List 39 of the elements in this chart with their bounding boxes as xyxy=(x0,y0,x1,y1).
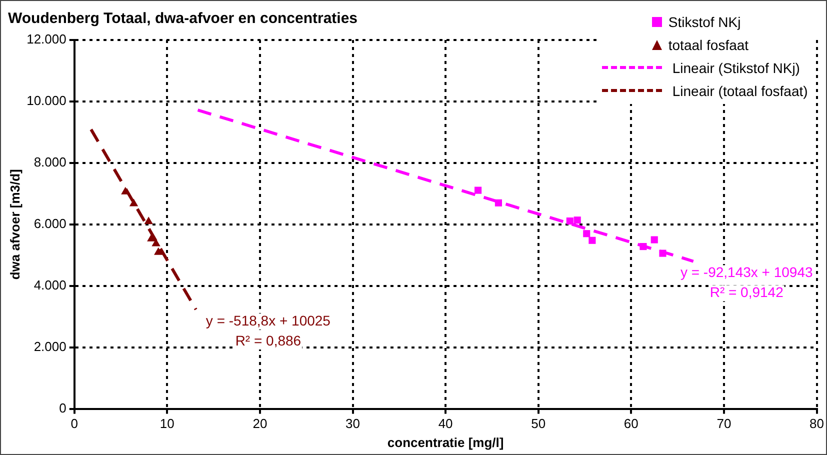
point xyxy=(574,216,581,224)
x-tick-label: 20 xyxy=(252,416,268,432)
point xyxy=(659,250,666,257)
point xyxy=(494,199,502,206)
x-tick-label: 60 xyxy=(624,416,638,432)
y-tick-label: 0 xyxy=(59,400,66,416)
legend-label: Lineair (Stikstof NKj) xyxy=(672,60,800,76)
x-tick-label: 40 xyxy=(438,416,453,432)
chart-title: Woudenberg Totaal, dwa-afvoer en concentraties xyxy=(8,10,358,28)
point xyxy=(474,186,482,194)
legend-label: Lineair (totaal fosfaat) xyxy=(672,82,808,98)
x-tick-label: 10 xyxy=(160,416,174,432)
annotation: y = -92,143x + 10943 xyxy=(680,264,813,280)
y-tick-label: 10.000 xyxy=(26,93,66,108)
x-tick-label: 80 xyxy=(810,416,824,432)
legend-label: totaal fosfaat xyxy=(668,36,749,52)
x-tick-label: 0 xyxy=(70,416,78,432)
point xyxy=(588,236,596,244)
y-tick-label: 12.000 xyxy=(26,32,66,47)
y-tick-label: 8.000 xyxy=(34,154,66,170)
x-tick-label: 70 xyxy=(716,416,732,432)
legend-label: Stikstof NKj xyxy=(668,14,741,30)
y-tick-label: 2.000 xyxy=(34,338,66,354)
point xyxy=(129,198,138,206)
x-tick-label: 50 xyxy=(531,416,546,432)
y-tick-label: 4.000 xyxy=(34,277,66,292)
annotation: R² = 0,886 xyxy=(235,332,302,348)
point xyxy=(566,217,574,225)
point xyxy=(640,242,647,250)
point xyxy=(144,216,153,224)
point xyxy=(154,247,163,255)
y-tick-label: 6.000 xyxy=(34,216,66,231)
point xyxy=(650,236,658,244)
x-axis-title: concentratie [mg/l] xyxy=(387,434,504,450)
y-axis-title: dwa afvoer [m3/d] xyxy=(7,169,22,280)
x-tick-label: 30 xyxy=(346,416,360,432)
annotation: R² = 0,9142 xyxy=(710,284,784,300)
point xyxy=(583,230,590,238)
annotation: y = -518,8x + 10025 xyxy=(206,312,331,328)
